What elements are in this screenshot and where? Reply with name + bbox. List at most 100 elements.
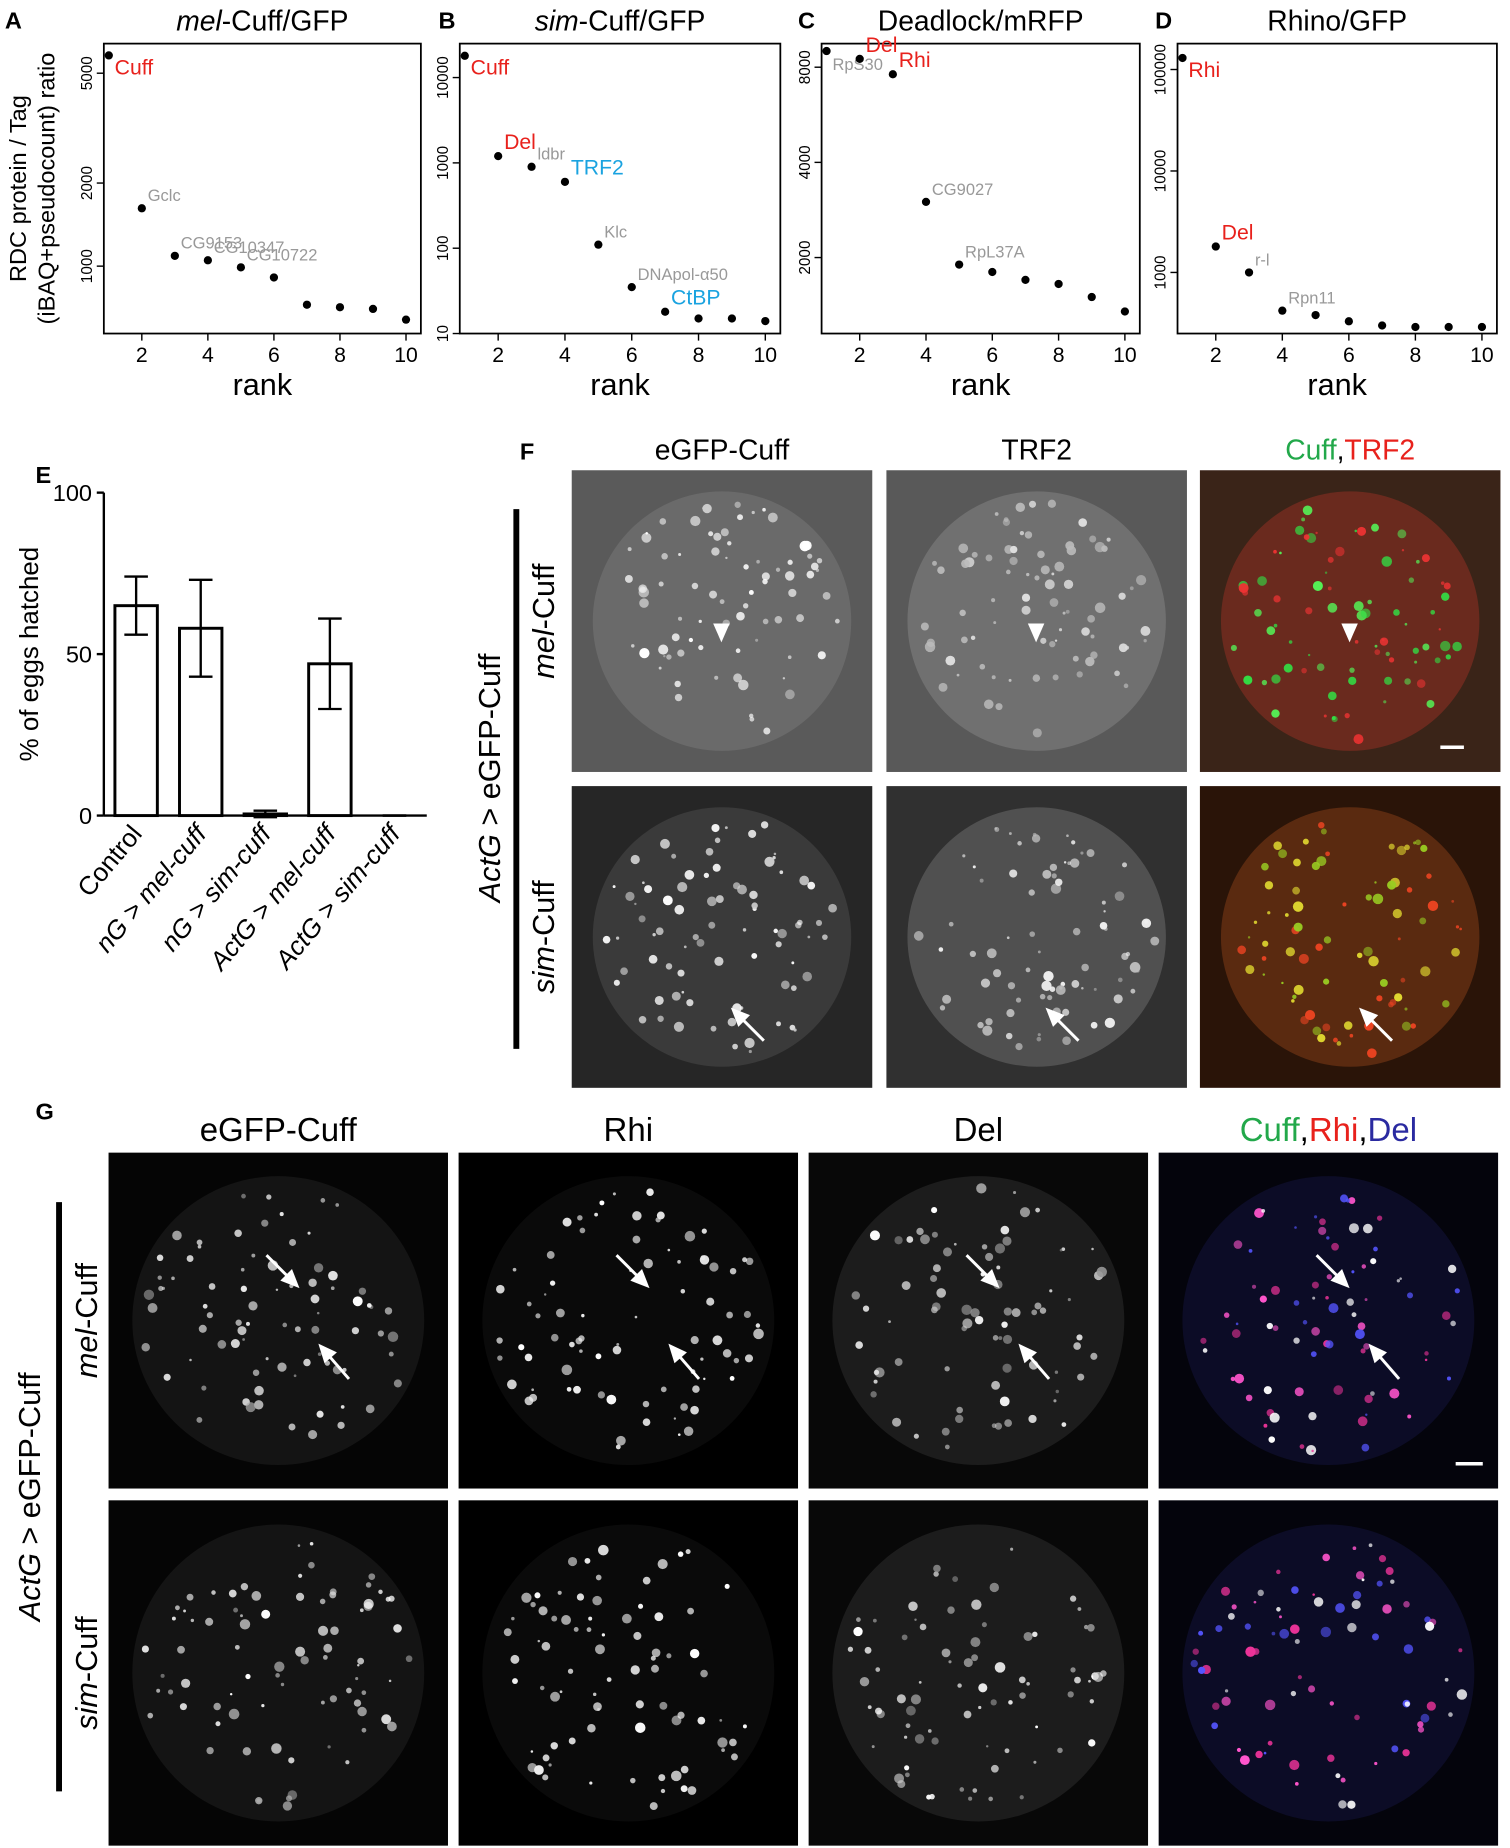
speckle — [677, 1260, 681, 1264]
speckle — [1426, 1701, 1436, 1711]
arrow-head — [1341, 623, 1358, 643]
data-point — [236, 263, 246, 272]
speckle — [266, 1194, 272, 1200]
text-run: Deadlock/mRFP — [878, 5, 1084, 37]
speckle — [658, 1774, 666, 1782]
speckle — [1290, 1690, 1297, 1697]
speckle — [1325, 851, 1330, 857]
speckle — [279, 1212, 284, 1217]
speckle — [1096, 1266, 1107, 1278]
speckle — [684, 869, 695, 880]
speckle — [920, 622, 929, 631]
speckle — [147, 1712, 154, 1719]
speckle — [1381, 638, 1385, 642]
speckle — [991, 598, 996, 603]
speckle — [143, 1289, 155, 1300]
speckle — [960, 636, 968, 644]
speckle — [550, 1691, 560, 1702]
speckle — [313, 1263, 324, 1273]
speckle — [1371, 1633, 1379, 1641]
speckle — [1192, 1648, 1199, 1655]
nucleus — [907, 491, 1166, 751]
speckle — [674, 904, 685, 915]
speckle — [1317, 1034, 1326, 1043]
speckle — [762, 507, 766, 512]
speckle — [1458, 1648, 1463, 1653]
speckle — [714, 675, 719, 680]
speckle — [1368, 1543, 1373, 1548]
speckle — [1259, 1295, 1267, 1303]
speckle — [254, 1385, 264, 1396]
speckle — [1456, 1689, 1468, 1700]
speckle — [658, 666, 662, 670]
speckle — [869, 1230, 880, 1241]
speckle — [1351, 1312, 1357, 1318]
text-run: , — [1358, 1111, 1367, 1148]
column-header: eGFP-Cuff — [655, 434, 790, 466]
speckle — [1374, 644, 1378, 648]
y-tick-label: 10000 — [1153, 150, 1170, 193]
speckle — [1396, 1279, 1401, 1283]
speckle — [662, 895, 673, 906]
speckle — [638, 915, 646, 923]
speckle — [612, 1345, 622, 1355]
text-run: -Cuff — [527, 880, 561, 946]
speckle — [981, 1622, 987, 1628]
speckle — [755, 638, 759, 642]
speckle — [688, 637, 694, 643]
data-point — [1278, 306, 1287, 315]
speckle — [1323, 978, 1330, 985]
speckle — [1361, 1443, 1370, 1452]
speckle — [1397, 937, 1401, 941]
speckle — [1404, 678, 1411, 685]
speckle — [241, 1193, 246, 1199]
panel-letter: A — [5, 7, 22, 33]
speckle — [901, 1634, 908, 1641]
nucleus — [482, 1176, 775, 1466]
speckle — [735, 648, 741, 654]
speckle — [1090, 634, 1095, 639]
speckle — [1263, 1386, 1272, 1395]
speckle — [1273, 623, 1278, 628]
text-run: Del — [1368, 1111, 1418, 1148]
data-point — [822, 46, 831, 56]
speckle — [1065, 541, 1075, 551]
speckle — [1315, 943, 1323, 951]
point-label: Cuff — [471, 57, 510, 80]
speckle — [1090, 651, 1098, 659]
speckle — [512, 1267, 517, 1272]
speckle — [748, 829, 757, 838]
speckle — [1061, 1422, 1067, 1427]
speckle — [791, 961, 795, 965]
speckle — [851, 1291, 861, 1300]
speckle — [744, 1037, 755, 1049]
side-label: ActG > eGFP-Cuff — [13, 1372, 47, 1623]
speckle — [709, 1262, 719, 1272]
speckle — [1271, 709, 1280, 718]
speckle — [1054, 561, 1065, 572]
speckle — [1455, 925, 1460, 929]
speckle — [1372, 893, 1384, 905]
speckle — [620, 967, 628, 976]
speckle — [1293, 1300, 1300, 1306]
speckle — [337, 1421, 345, 1429]
speckle — [1037, 1033, 1041, 1037]
speckle — [308, 1430, 318, 1440]
speckle — [736, 611, 745, 621]
speckle — [1263, 1423, 1268, 1428]
speckle — [1065, 609, 1070, 614]
speckle — [592, 1692, 597, 1697]
speckle — [530, 1601, 536, 1608]
speckle — [510, 1654, 520, 1664]
speckle — [1072, 655, 1079, 662]
speckle — [1322, 1553, 1331, 1562]
speckle — [1289, 1759, 1300, 1771]
data-point — [302, 300, 312, 309]
speckle — [601, 1633, 606, 1637]
speckle — [680, 1785, 688, 1793]
nucleus — [1220, 491, 1480, 751]
speckle — [1288, 640, 1293, 644]
speckle — [288, 1757, 295, 1764]
x-axis-label: rank — [233, 368, 293, 402]
speckle — [793, 1028, 797, 1032]
